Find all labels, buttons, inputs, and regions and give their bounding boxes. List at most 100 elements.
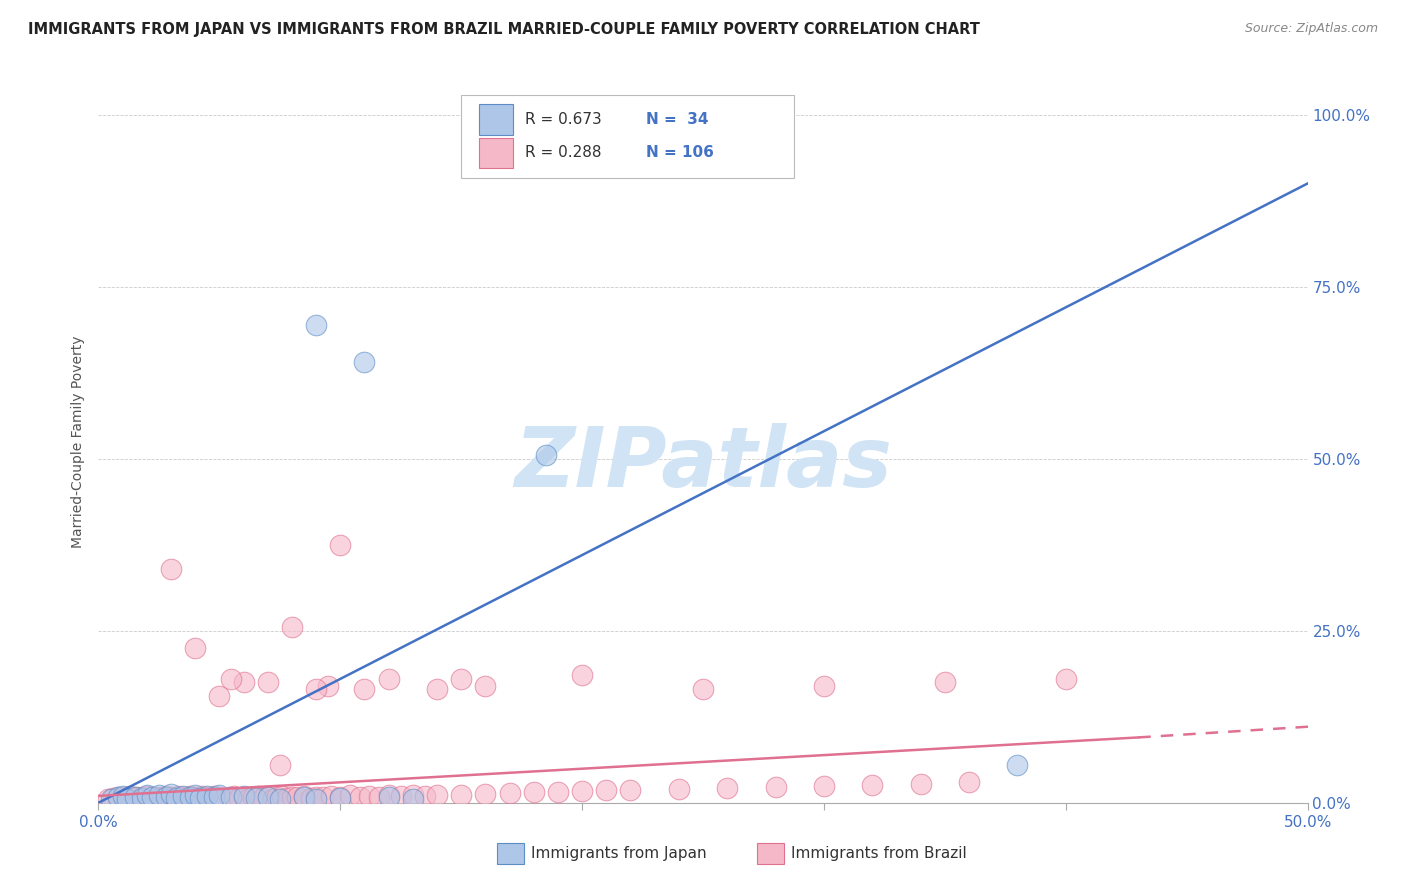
Text: R = 0.673: R = 0.673 <box>526 112 602 127</box>
Point <box>124 791 146 805</box>
Point <box>145 789 167 804</box>
Point <box>269 791 291 805</box>
Point <box>118 789 141 803</box>
Point <box>402 788 425 802</box>
Point <box>127 789 149 804</box>
Point <box>131 790 153 805</box>
Point <box>204 789 226 804</box>
Point <box>162 791 184 805</box>
Point <box>474 679 496 693</box>
Point <box>402 791 425 805</box>
Point <box>595 783 617 797</box>
Point <box>191 789 214 803</box>
Point <box>426 682 449 697</box>
Point <box>107 789 129 804</box>
Point <box>208 789 231 804</box>
Point <box>242 790 264 805</box>
Point <box>238 791 260 805</box>
Point <box>252 791 274 805</box>
Point <box>169 791 191 805</box>
Point <box>232 675 254 690</box>
Point <box>212 791 235 805</box>
Point <box>160 789 183 804</box>
Text: N = 106: N = 106 <box>647 145 714 161</box>
Point <box>353 355 375 369</box>
Point <box>813 679 835 693</box>
Point <box>155 789 177 803</box>
Point <box>377 672 399 686</box>
Point <box>312 790 335 805</box>
Point <box>957 775 980 789</box>
Point <box>450 672 472 686</box>
Text: R = 0.288: R = 0.288 <box>526 145 602 161</box>
Point <box>222 789 245 803</box>
Point <box>474 787 496 801</box>
Point <box>124 789 146 804</box>
Point <box>292 790 315 805</box>
Point <box>276 791 298 805</box>
Text: Immigrants from Japan: Immigrants from Japan <box>531 846 707 861</box>
Point <box>188 791 211 805</box>
Point <box>195 789 218 804</box>
FancyBboxPatch shape <box>479 137 513 168</box>
Point <box>201 790 224 805</box>
Point <box>148 791 170 805</box>
Point <box>305 682 328 697</box>
Point <box>329 789 352 804</box>
Point <box>141 790 163 805</box>
Point <box>143 791 166 805</box>
Point <box>208 689 231 703</box>
Point <box>359 789 381 803</box>
Point <box>247 789 270 803</box>
Point <box>329 538 352 552</box>
Point <box>299 791 322 805</box>
Point <box>765 780 787 794</box>
Point <box>172 789 194 803</box>
FancyBboxPatch shape <box>461 95 793 178</box>
Point <box>668 782 690 797</box>
Point <box>232 789 254 803</box>
Point <box>256 789 278 804</box>
Point <box>910 776 932 790</box>
Point <box>389 789 412 803</box>
Text: Immigrants from Brazil: Immigrants from Brazil <box>792 846 967 861</box>
FancyBboxPatch shape <box>498 843 524 864</box>
Point <box>208 789 231 803</box>
Text: Source: ZipAtlas.com: Source: ZipAtlas.com <box>1244 22 1378 36</box>
FancyBboxPatch shape <box>479 104 513 135</box>
Point <box>245 791 267 805</box>
Point <box>271 789 294 803</box>
Point <box>377 789 399 803</box>
Point <box>131 791 153 805</box>
Point <box>117 791 139 805</box>
Point <box>262 791 284 805</box>
Point <box>228 791 250 805</box>
Point <box>619 782 641 797</box>
Point <box>266 790 288 805</box>
Point <box>100 792 122 806</box>
Point <box>177 790 200 805</box>
Point <box>165 790 187 805</box>
Point <box>184 640 207 655</box>
Point <box>184 789 207 804</box>
Point <box>111 789 134 803</box>
Point <box>256 675 278 690</box>
Point <box>155 789 177 804</box>
Point <box>204 789 226 803</box>
Point <box>285 790 308 805</box>
Point <box>305 318 328 332</box>
Point <box>269 758 291 772</box>
Point <box>160 787 183 801</box>
Point <box>167 789 190 803</box>
Point <box>413 789 436 803</box>
Point <box>281 620 304 634</box>
Point <box>534 448 557 462</box>
Point <box>329 791 352 805</box>
Point <box>160 562 183 576</box>
Point <box>716 780 738 795</box>
Point <box>221 790 243 805</box>
Point <box>194 791 217 805</box>
Point <box>349 790 371 805</box>
Point <box>498 786 520 800</box>
Point <box>134 791 156 805</box>
